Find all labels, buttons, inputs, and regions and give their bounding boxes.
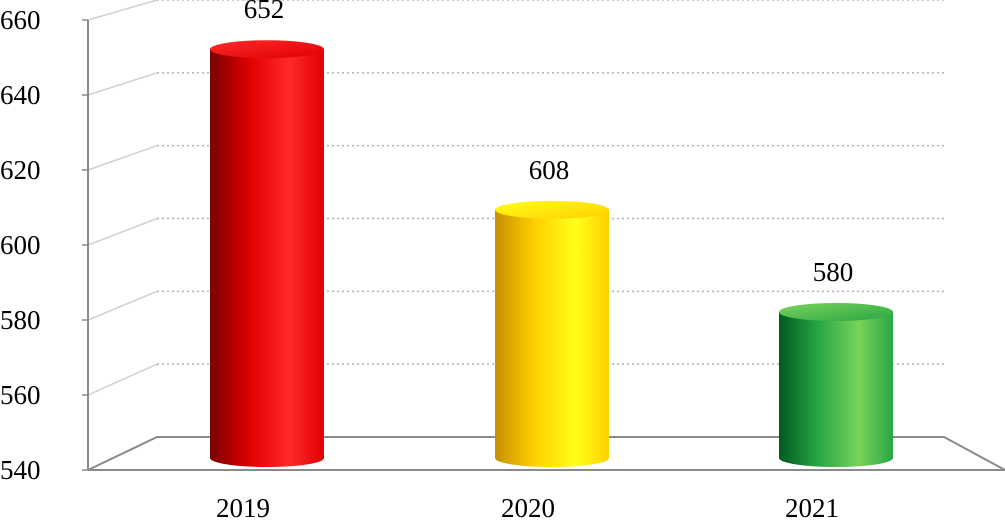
gridline-diagonal: [87, 144, 158, 171]
y-tick-label: 620: [0, 155, 41, 185]
data-labels: 652 608 580: [244, 0, 854, 287]
gridline-diagonal: [87, 363, 158, 396]
y-tick-label: 640: [0, 80, 41, 110]
x-tick-label: 2021: [785, 493, 839, 523]
data-label: 608: [529, 155, 570, 185]
gridline-diagonal: [87, 72, 158, 96]
x-tick-label: 2020: [501, 493, 555, 523]
bar-cap: [495, 200, 609, 219]
bar-2021: [779, 303, 893, 467]
gridline-diagonal: [87, 217, 158, 246]
gridline-diagonal: [87, 0, 158, 21]
bars: [210, 40, 893, 468]
bar-body: [779, 312, 893, 467]
bar-2020: [495, 200, 609, 468]
bar-body: [210, 49, 324, 467]
y-tick-labels: 540 560 580 600 620 640 660: [0, 5, 41, 485]
data-label: 652: [244, 0, 285, 24]
y-tick-label: 540: [0, 455, 41, 485]
y-tick-label: 600: [0, 230, 41, 260]
x-tick-labels: 2019 2020 2021: [216, 493, 839, 523]
bar-body: [495, 209, 609, 468]
y-tick-label: 580: [0, 305, 41, 335]
bar-cap: [210, 40, 324, 59]
data-label: 580: [813, 257, 854, 287]
x-tick-label: 2019: [216, 493, 270, 523]
y-tick-label: 560: [0, 380, 41, 410]
gridline-diagonal: [87, 290, 158, 321]
y-tick-label: 660: [0, 5, 41, 35]
bar-2019: [210, 40, 324, 467]
bar-cap: [779, 303, 893, 321]
